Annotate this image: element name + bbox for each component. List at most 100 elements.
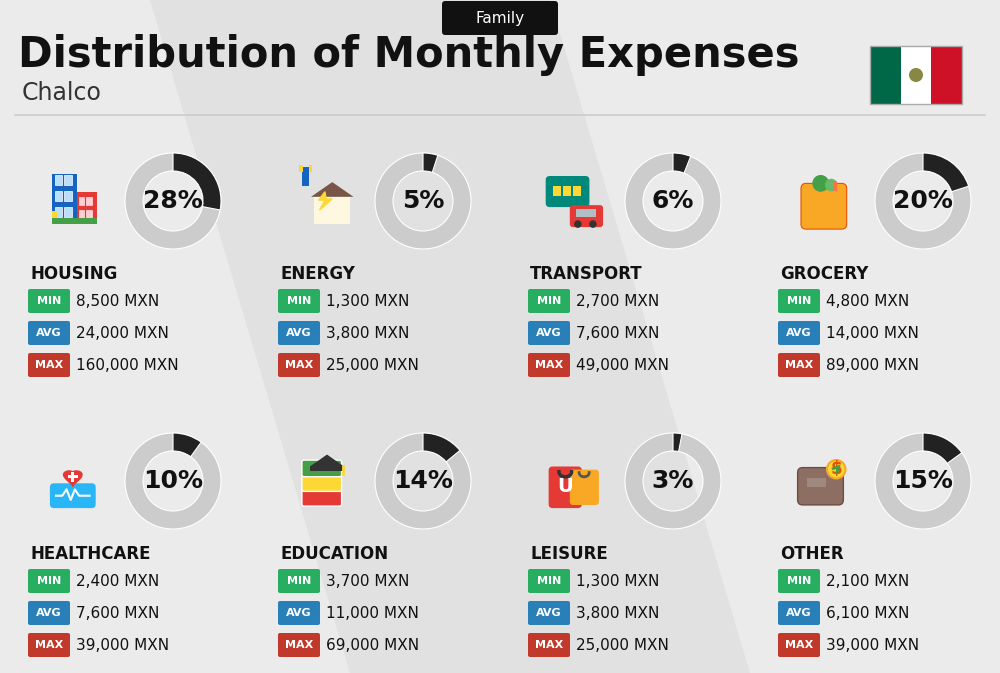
Bar [302, 168, 309, 186]
Text: TRANSPORT: TRANSPORT [530, 265, 643, 283]
Text: 25,000 MXN: 25,000 MXN [576, 637, 669, 653]
FancyBboxPatch shape [778, 633, 820, 657]
Bar [71, 472, 74, 482]
Wedge shape [423, 153, 438, 172]
FancyBboxPatch shape [278, 353, 320, 377]
Bar [86, 210, 92, 218]
Text: 11,000 MXN: 11,000 MXN [326, 606, 419, 621]
Bar [299, 166, 303, 172]
FancyBboxPatch shape [528, 321, 570, 345]
Bar [314, 197, 350, 224]
Circle shape [825, 179, 838, 191]
Text: AVG: AVG [286, 608, 312, 618]
Text: MIN: MIN [37, 296, 61, 306]
Bar [901, 46, 931, 104]
Bar [563, 186, 571, 196]
Text: 1,300 MXN: 1,300 MXN [576, 573, 659, 588]
FancyBboxPatch shape [528, 289, 570, 313]
Text: HEALTHCARE: HEALTHCARE [30, 545, 150, 563]
Bar [64, 176, 72, 185]
Text: 24,000 MXN: 24,000 MXN [76, 326, 169, 341]
Bar [54, 207, 62, 217]
Bar [815, 184, 833, 189]
Circle shape [574, 220, 582, 228]
Text: 7,600 MXN: 7,600 MXN [76, 606, 159, 621]
Text: 7,600 MXN: 7,600 MXN [576, 326, 659, 341]
Text: 3,800 MXN: 3,800 MXN [576, 606, 659, 621]
Bar [52, 218, 97, 223]
Text: MAX: MAX [35, 360, 63, 370]
Text: MAX: MAX [35, 640, 63, 650]
Bar [54, 176, 62, 185]
FancyBboxPatch shape [278, 569, 320, 593]
Text: 2,700 MXN: 2,700 MXN [576, 293, 659, 308]
Text: 2,100 MXN: 2,100 MXN [826, 573, 909, 588]
Wedge shape [673, 153, 691, 173]
Wedge shape [173, 153, 221, 210]
FancyBboxPatch shape [570, 470, 599, 505]
FancyBboxPatch shape [798, 468, 843, 505]
Wedge shape [625, 153, 721, 249]
Text: 2,400 MXN: 2,400 MXN [76, 573, 159, 588]
Text: OTHER: OTHER [780, 545, 844, 563]
Text: MIN: MIN [787, 576, 811, 586]
Text: 14,000 MXN: 14,000 MXN [826, 326, 919, 341]
Bar [79, 197, 84, 205]
FancyBboxPatch shape [28, 353, 70, 377]
FancyBboxPatch shape [278, 633, 320, 657]
Bar [68, 475, 78, 479]
Bar [573, 186, 581, 196]
Polygon shape [319, 192, 332, 210]
Bar [310, 466, 344, 470]
Text: ENERGY: ENERGY [280, 265, 355, 283]
Text: AVG: AVG [786, 328, 812, 338]
Text: AVG: AVG [536, 608, 562, 618]
FancyBboxPatch shape [28, 321, 70, 345]
FancyBboxPatch shape [549, 466, 582, 508]
FancyBboxPatch shape [442, 1, 558, 35]
FancyBboxPatch shape [528, 353, 570, 377]
Text: 160,000 MXN: 160,000 MXN [76, 357, 179, 372]
Bar [833, 181, 837, 190]
Bar [931, 46, 962, 104]
Bar [54, 191, 62, 201]
Wedge shape [923, 433, 962, 464]
Polygon shape [150, 0, 750, 673]
Text: 8,500 MXN: 8,500 MXN [76, 293, 159, 308]
Text: MIN: MIN [287, 296, 311, 306]
Text: MAX: MAX [785, 640, 813, 650]
Text: MIN: MIN [787, 296, 811, 306]
Bar [52, 174, 77, 223]
FancyBboxPatch shape [570, 205, 603, 227]
FancyBboxPatch shape [50, 483, 96, 508]
Wedge shape [375, 433, 471, 529]
FancyBboxPatch shape [28, 289, 70, 313]
Bar [870, 46, 962, 104]
Wedge shape [125, 153, 221, 249]
FancyBboxPatch shape [302, 489, 342, 506]
FancyBboxPatch shape [528, 569, 570, 593]
Text: 6%: 6% [652, 189, 694, 213]
Text: 39,000 MXN: 39,000 MXN [826, 637, 919, 653]
Text: MIN: MIN [287, 576, 311, 586]
Text: AVG: AVG [786, 608, 812, 618]
Circle shape [812, 175, 829, 192]
Text: MAX: MAX [535, 360, 563, 370]
Bar [77, 192, 97, 223]
Text: Chalco: Chalco [22, 81, 102, 105]
Text: 25,000 MXN: 25,000 MXN [326, 357, 419, 372]
FancyBboxPatch shape [778, 321, 820, 345]
FancyBboxPatch shape [28, 569, 70, 593]
Text: GROCERY: GROCERY [780, 265, 868, 283]
Bar [576, 209, 596, 217]
Text: HOUSING: HOUSING [30, 265, 117, 283]
Polygon shape [310, 454, 344, 466]
Text: 3,800 MXN: 3,800 MXN [326, 326, 409, 341]
Polygon shape [311, 182, 353, 197]
FancyBboxPatch shape [546, 176, 589, 207]
Bar [79, 210, 84, 218]
Text: MIN: MIN [537, 296, 561, 306]
Text: 6,100 MXN: 6,100 MXN [826, 606, 909, 621]
Text: 4,800 MXN: 4,800 MXN [826, 293, 909, 308]
Wedge shape [125, 433, 221, 529]
